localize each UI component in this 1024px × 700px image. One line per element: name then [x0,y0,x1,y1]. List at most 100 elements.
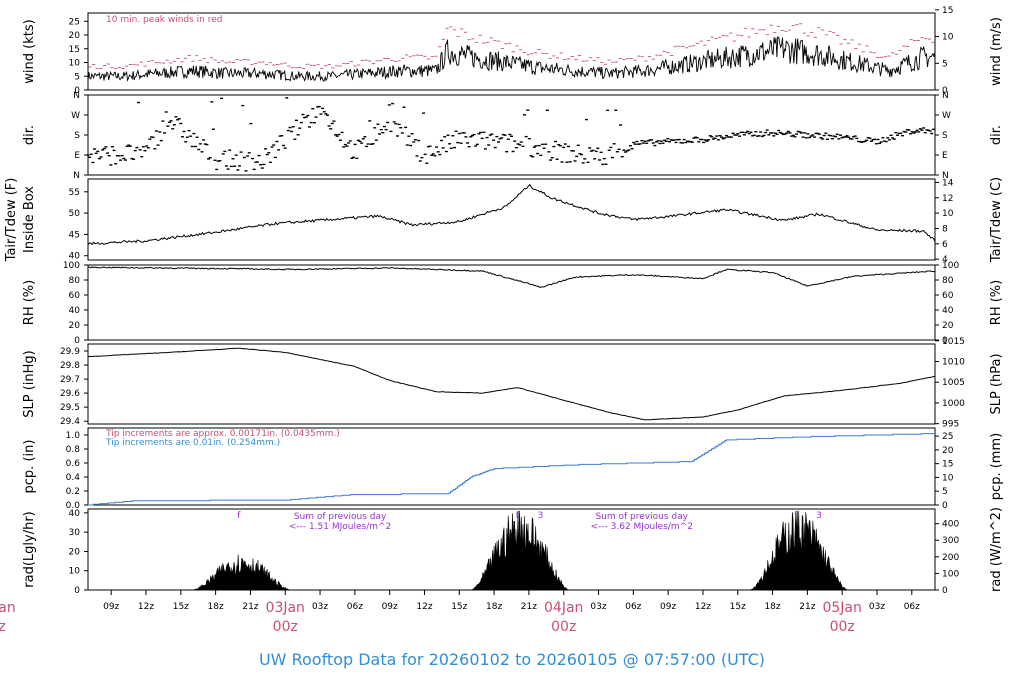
dir-left-tick-label: S [74,131,80,141]
wind-left-tick-label: 20 [69,31,81,41]
pcp-right-tick-label: 5 [942,487,948,497]
pcp-right-tick-label: 0 [942,501,948,511]
wind-right-tick-label: 0 [942,86,948,96]
rad-left-tick-label: 0 [74,586,80,596]
time-tick-label: 09z [382,602,398,612]
rad-right-tick-label: 300 [942,536,959,546]
time-tick-label: 06z [904,602,920,612]
rad-sum-value: <--- 1.51 MJoules/m^2 [289,522,391,532]
wind-left-tick-label: 5 [74,72,80,82]
time-tick-label: 21z [521,602,537,612]
dir-right-tick-label: N [942,91,949,101]
rad-marker: 3 [816,511,822,521]
wind-left-tick-label: 25 [69,17,80,27]
pcp-right-tick-label: 15 [942,460,953,470]
time-day-hour-label: 00z [830,619,855,635]
rad-left-tick-label: 30 [69,528,81,538]
pcp-left-tick-label: 0.6 [66,459,81,469]
dir-left-tick-label: N [73,91,80,101]
temp-left-tick-label: 50 [69,209,81,219]
time-tick-label: 06z [625,602,641,612]
rad-marker: f [516,511,520,521]
temp-left-tick-label: 55 [69,188,80,198]
wind-frame [87,12,936,91]
rad-marker: f [794,511,798,521]
rad-right-tick-label: 200 [942,553,959,563]
slp-left-tick-label: 29.9 [60,347,80,357]
rh-right-tick-label: 20 [942,321,954,331]
rad-day-area [749,510,849,591]
wind-left-tick-label: 10 [69,59,81,69]
rh-ylabel-left: RH (%) [22,280,37,325]
pcp-right-tick-label: 10 [942,473,954,483]
temp-left-tick-label: 40 [69,252,81,262]
time-tick-label: 03z [869,602,885,612]
pcp-note-approx: Tip increments are approx. 0.00171in. (0… [105,429,340,439]
rad-day-area [192,554,292,591]
rad-right-tick-label: 0 [942,586,948,596]
rad-sum-label: Sum of previous day [294,512,387,522]
dir-right-tick-label: N [942,171,949,181]
pcp-note-tip: Tip increments are 0.01in. (0.254mm.) [105,438,280,448]
time-tick-label: 15z [730,602,746,612]
wind-left-tick-label: 0 [74,86,80,96]
slp-left-tick-label: 29.8 [60,361,80,371]
wind-ylabel-right: wind (m/s) [989,17,1004,86]
time-day-hour-label: 00z [551,619,576,635]
slp-left-tick-label: 29.4 [60,417,80,427]
pcp-left-tick-label: 1.0 [66,431,81,441]
slp-right-tick-label: 1005 [942,378,965,388]
time-tick-label: 06z [347,602,363,612]
slp-right-tick-label: 1015 [942,337,965,347]
slp-right-tick-label: 1000 [942,399,965,409]
pcp-left-tick-label: 0.4 [66,473,81,483]
rh-right-tick-label: 0 [942,336,948,346]
dir-ylabel-right: dir. [989,125,1004,145]
temp-frame [87,178,936,261]
temp-right-tick-label: 10 [942,209,954,219]
rad-left-tick-label: 10 [69,567,81,577]
slp-right-tick-label: 995 [942,420,959,430]
temp-right-tick-label: 6 [942,240,948,250]
rad-right-tick-label: 100 [942,569,959,579]
wind-right-tick-label: 10 [942,33,954,43]
slp-right-tick-label: 1010 [942,358,965,368]
rh-left-tick-label: 20 [69,321,81,331]
rad-left-tick-label: 40 [69,509,81,519]
pcp-ylabel-left: pcp. (in) [22,440,37,494]
time-tick-label: 15z [451,602,467,612]
time-tick-label: 21z [799,602,815,612]
rh-left-tick-label: 40 [69,306,81,316]
rh-right-tick-label: 80 [942,276,954,286]
time-tick-label: 21z [242,602,258,612]
time-tick-label: 18z [764,602,780,612]
rh-left-tick-label: 0 [74,336,80,346]
dir-ylabel-left: dir. [22,125,37,145]
time-day-label: 03Jan [266,600,305,616]
slp-left-tick-label: 29.5 [60,403,80,413]
slp-series-line [87,347,936,421]
pcp-frame [87,427,936,506]
rad-marker: 3 [538,511,544,521]
time-tick-label: 03z [590,602,606,612]
time-tick-label: 18z [208,602,224,612]
slp-left-tick-label: 29.7 [60,375,80,385]
pcp-right-tick-label: 25 [942,432,953,442]
rh-left-tick-label: 80 [69,276,81,286]
rh-series-line [87,266,936,288]
rh-right-tick-label: 60 [942,291,954,301]
slp-ylabel-right: SLP (hPa) [989,353,1004,414]
rad-sum-value: <--- 3.62 MJoules/m^2 [590,522,692,532]
rad-right-tick-label: 400 [942,520,959,530]
time-tick-label: 03z [312,602,328,612]
temp-ylabel-right: Tair/Tdew (C) [989,177,1004,263]
pcp-left-tick-label: 0.2 [66,487,80,497]
rh-right-tick-label: 40 [942,306,954,316]
pcp-ylabel-right: pcp. (mm) [989,433,1004,500]
time-tick-label: 15z [173,602,189,612]
time-tick-label: 18z [486,602,502,612]
time-day-label: 04Jan [544,600,583,616]
rh-right-tick-label: 100 [942,261,959,271]
wind-left-tick-label: 15 [69,45,80,55]
